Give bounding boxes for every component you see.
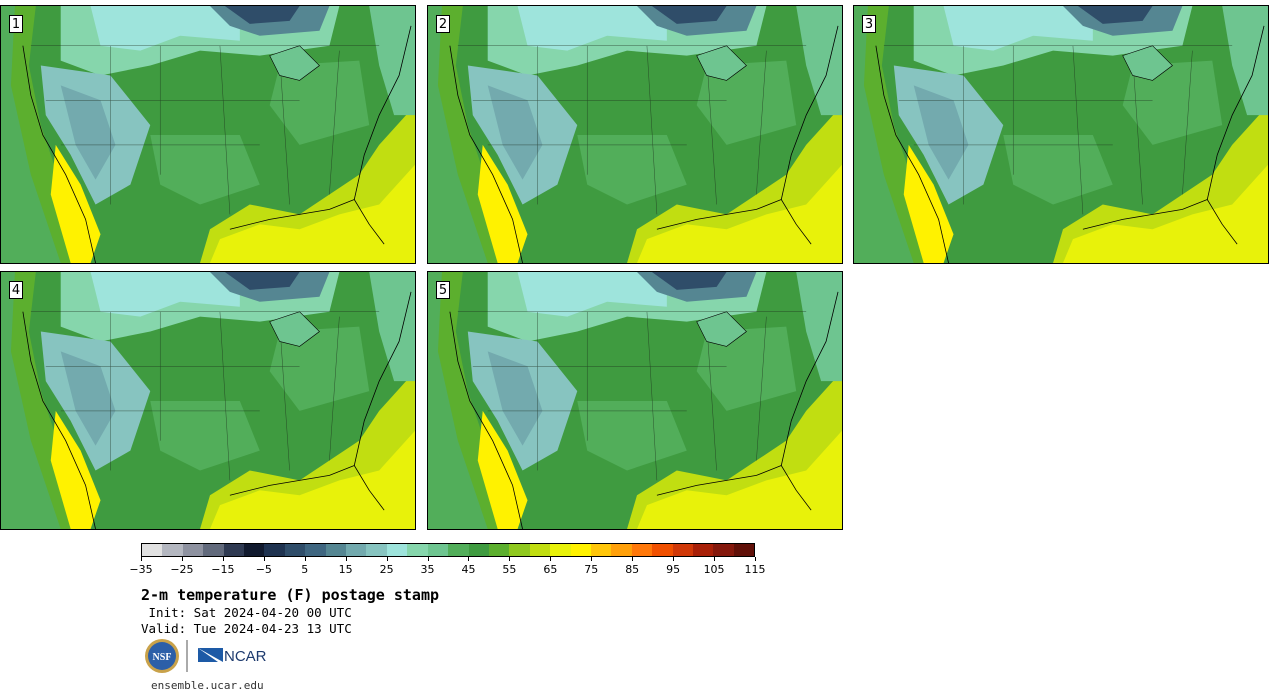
colorbar-tick [673,557,675,561]
colorbar-tick-label: 65 [543,563,558,576]
colorbar-tick [468,557,470,561]
colorbar-tick-label: −25 [170,563,194,576]
ncar-logo-text: NCAR [224,648,267,665]
colorbar-ticks: −35 −25 −15 −5 5 15 25 35 45 55 65 75 85 95 105 115 [129,557,766,581]
colorbar-swatch [346,544,367,556]
colorbar-tick [181,557,183,561]
colorbar-tick-label: −35 [129,563,153,576]
colorbar-swatch [203,544,224,556]
panel-number-3: 3 [862,15,876,33]
colorbar-swatch [305,544,326,556]
colorbar-tick-label: 85 [625,563,640,576]
ncar-logo-mark [198,648,223,662]
colorbar-tick-label: 55 [502,563,517,576]
colorbar-tick [714,557,716,561]
colorbar-swatch [611,544,632,556]
colorbar-tick-label: −5 [255,563,272,576]
colorbar-swatch [427,544,449,556]
colorbar-swatch [284,544,306,556]
colorbar-tick-label: 115 [744,563,766,576]
temperature-map-1 [1,6,415,263]
colorbar-tick [755,557,756,561]
colorbar-tick [304,557,306,561]
colorbar-tick-label: 105 [703,563,725,576]
panel-number-1: 1 [9,15,23,33]
colorbar-swatch [631,544,653,556]
nsf-logo-text: NSF [153,652,172,663]
colorbar-swatch [468,544,489,556]
colorbar-swatch [509,544,530,556]
ncar-logo-mark-2 [198,648,218,662]
colorbar-swatch [264,544,285,556]
panel-number-5: 5 [436,281,450,299]
temperature-map-4 [1,272,415,529]
colorbar-swatch [162,544,183,556]
member-panel-3: 3 [853,5,1269,264]
figure-title: 2-m temperature (F) postage stamp [141,586,440,604]
colorbar-tick [141,557,142,561]
member-panel-1: 1 [0,5,416,264]
colorbar-swatch [223,544,245,556]
colorbar-tick [550,557,552,561]
colorbar-swatch [488,544,510,556]
colorbar-tick-label: 15 [338,563,353,576]
valid-time: Valid: Tue 2024-04-23 13 UTC [141,621,352,636]
temperature-map-3 [854,6,1268,263]
colorbar-tick [345,557,347,561]
colorbar-tick [509,557,511,561]
panel-number-4: 4 [9,281,23,299]
colorbar-tick-label: 25 [379,563,394,576]
colorbar-tick-label: 5 [301,563,309,576]
colorbar-swatch [407,544,428,556]
colorbar-swatch [713,544,734,556]
temperature-map-2 [428,6,842,263]
colorbar-swatch [366,544,387,556]
website-url: ensemble.ucar.edu [151,679,264,692]
colorbar-tick [427,557,429,561]
colorbar-swatch [652,544,673,556]
colorbar-swatch [570,544,591,556]
colorbar-tick-label: 95 [666,563,681,576]
colorbar-tick [222,557,224,561]
colorbar-tick [386,557,388,561]
colorbar-tick-label: 45 [461,563,476,576]
colorbar-swatch [550,544,571,556]
temperature-map-5 [428,272,842,529]
colorbar-tick-label: −15 [211,563,235,576]
member-panel-4: 4 [0,271,416,530]
nsf-logo-disc [148,642,176,670]
colorbar-swatch [386,544,408,556]
colorbar-swatch [692,544,714,556]
colorbar-tick [263,557,265,561]
colorbar-swatch [142,544,163,556]
colorbar-swatch [590,544,612,556]
colorbar-tick [632,557,634,561]
colorbar-tick [591,557,593,561]
colorbar-swatch [529,544,551,556]
colorbar-swatch [244,544,265,556]
colorbar-swatch [182,544,204,556]
colorbar-swatch [325,544,347,556]
colorbar-tick-label: 35 [420,563,435,576]
logo-art: NSF NCAR [145,639,267,673]
temperature-colorbar [141,543,755,557]
logos: NSF NCAR [143,636,273,676]
colorbar-swatch [672,544,693,556]
init-time: Init: Sat 2024-04-20 00 UTC [141,605,352,620]
colorbar-tick-label: 75 [584,563,599,576]
member-panel-2: 2 [427,5,843,264]
colorbar-swatch [448,544,469,556]
panel-number-2: 2 [436,15,450,33]
colorbar-swatch [733,544,755,556]
member-panel-5: 5 [427,271,843,530]
